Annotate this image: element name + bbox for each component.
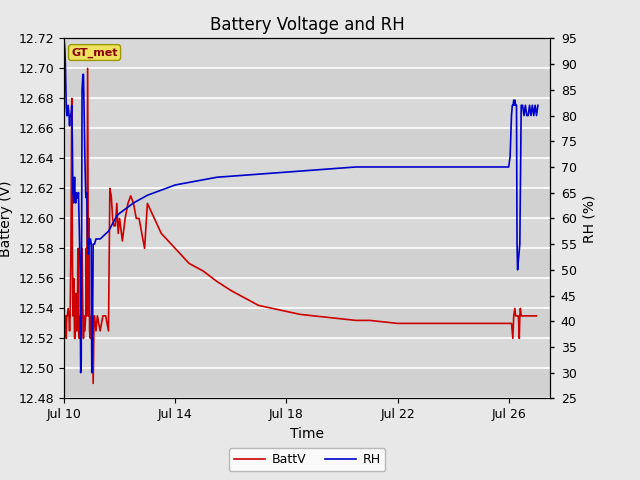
RH xyxy=(534,102,541,108)
Bar xyxy=(64,69,550,98)
Y-axis label: RH (%): RH (%) xyxy=(582,194,596,242)
Legend: BattV, RH: BattV, RH xyxy=(229,448,385,471)
BattV xyxy=(88,313,96,319)
RH xyxy=(83,190,91,195)
RH xyxy=(525,102,533,108)
Line: BattV: BattV xyxy=(64,69,536,384)
BattV xyxy=(509,336,516,341)
RH xyxy=(60,36,68,41)
BattV xyxy=(213,278,221,284)
RH xyxy=(106,226,114,231)
RH xyxy=(531,102,539,108)
BattV xyxy=(532,313,540,319)
BattV xyxy=(519,313,527,319)
Bar xyxy=(64,249,550,278)
Text: GT_met: GT_met xyxy=(71,48,118,58)
RH xyxy=(113,213,121,219)
RH xyxy=(77,370,84,375)
BattV xyxy=(310,313,318,319)
BattV xyxy=(512,313,520,319)
BattV xyxy=(60,313,68,319)
Title: Battery Voltage and RH: Battery Voltage and RH xyxy=(210,16,404,34)
X-axis label: Time: Time xyxy=(290,427,324,441)
RH xyxy=(435,164,443,170)
Bar xyxy=(64,309,550,338)
BattV xyxy=(84,66,92,72)
Bar xyxy=(64,189,550,218)
BattV xyxy=(90,381,97,386)
Y-axis label: Battery (V): Battery (V) xyxy=(0,180,13,257)
Bar xyxy=(64,129,550,158)
Line: RH: RH xyxy=(64,38,538,372)
Bar xyxy=(64,369,550,398)
